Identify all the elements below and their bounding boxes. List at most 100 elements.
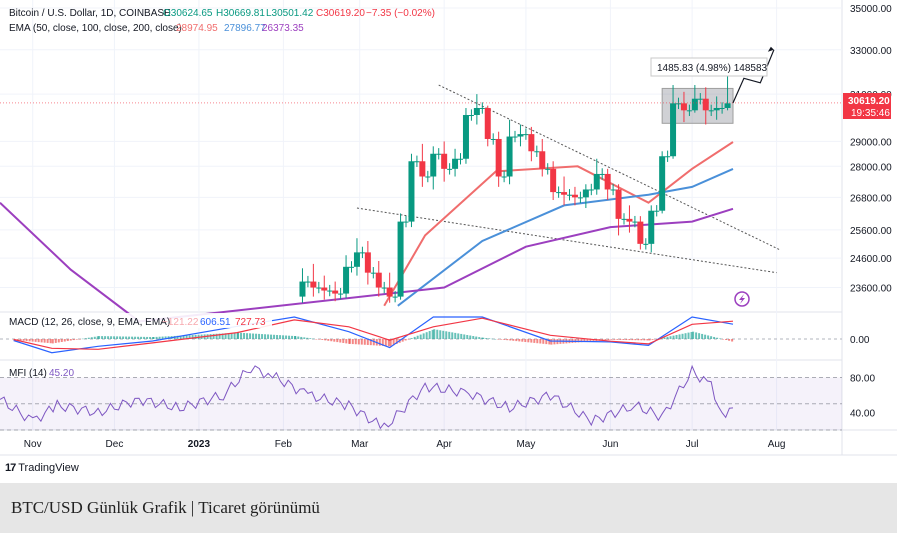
macd-histogram-bar [395, 339, 398, 344]
candle-body [414, 161, 420, 163]
macd-histogram-bar [654, 339, 657, 340]
candle [724, 76, 731, 111]
time-axis: Nov Dec 2023 Feb Mar Apr May Jun Jul Aug [24, 439, 786, 450]
candle-body [713, 107, 720, 111]
candle [501, 170, 507, 183]
macd-histogram-bar [321, 339, 324, 340]
candle [403, 215, 409, 228]
macd-histogram-bar [643, 339, 646, 341]
candle [447, 163, 453, 175]
indicator-icon[interactable] [734, 291, 750, 307]
macd-histogram-bar [378, 339, 381, 346]
candle-body [392, 296, 398, 298]
macd-histogram-bar [548, 339, 551, 345]
price-tick-label: 26800.00 [850, 193, 892, 204]
macd-histogram-bar [342, 339, 345, 343]
macd-histogram-bar [261, 334, 264, 339]
macd-histogram-bar [690, 331, 693, 339]
candle-body [332, 290, 339, 294]
candle [577, 191, 583, 204]
macd-histogram-bar [481, 337, 484, 339]
candle-body [582, 189, 589, 198]
candle [593, 158, 600, 195]
candle [392, 290, 398, 303]
macd-histogram-bar [143, 336, 146, 339]
candle [571, 186, 578, 206]
macd-histogram-bar [460, 333, 463, 339]
macd-histogram-bar [716, 337, 719, 339]
macd-histogram-bar [40, 339, 43, 343]
price-tick-label: 25600.00 [850, 226, 892, 237]
ema200-value: 26373.35 [262, 23, 304, 34]
macd-histogram-bar [224, 333, 227, 339]
macd-histogram-bar [240, 332, 243, 339]
time-tick-label: May [516, 439, 535, 450]
macd-histogram-bar [401, 339, 404, 342]
macd-histogram-bar [407, 339, 410, 340]
macd-histogram-bar [116, 336, 119, 339]
macd-histogram-bar [179, 335, 182, 339]
macd-histogram-bar [725, 339, 728, 340]
candle [523, 128, 529, 140]
macd-histogram-bar [404, 339, 407, 341]
candle [708, 104, 714, 117]
candle-body [512, 136, 518, 138]
macd-histogram-bar [37, 339, 40, 343]
time-tick-label: Apr [436, 439, 452, 450]
candle-body [458, 158, 464, 160]
candle-body [676, 103, 682, 105]
candle-body [353, 252, 360, 267]
candle-body [403, 221, 409, 223]
macd-histogram-bar [542, 339, 545, 344]
candle-body [506, 136, 513, 177]
macd-histogram-bar [669, 336, 672, 339]
macd-histogram-bar [218, 333, 221, 339]
candle-body [338, 293, 344, 295]
time-tick-label: Mar [351, 439, 369, 450]
macd-histogram-bar [651, 339, 654, 340]
mfi-legend-label: MFI (14) [9, 368, 47, 379]
candle [512, 130, 518, 143]
macd-histogram-bar [51, 339, 54, 344]
candle [599, 168, 605, 180]
macd-histogram-bar [191, 335, 194, 339]
candle [545, 163, 551, 175]
ohlc-low: L30501.42 [266, 8, 314, 19]
macd-histogram-bar [215, 333, 218, 339]
macd-histogram-bar [333, 339, 336, 342]
macd-histogram-bar [722, 339, 725, 340]
macd-histogram-bar [719, 338, 722, 339]
macd-histogram-bar [428, 331, 431, 339]
candle-body [654, 210, 660, 212]
candle-body [436, 153, 442, 155]
mfi-value: 45.20 [49, 368, 74, 379]
candle [414, 155, 420, 167]
macd-histogram-bar [728, 339, 731, 341]
macd-histogram-bar [336, 339, 339, 343]
candle [338, 287, 344, 300]
candle [484, 105, 491, 147]
macd-histogram-bar [34, 339, 37, 342]
tradingview-logo[interactable]: 17 TradingView [5, 462, 79, 474]
macd-histogram-bar [604, 339, 607, 341]
macd-histogram-bar [482, 337, 485, 339]
caption-text: BTC/USD Günlük Grafik | Ticaret görünümü [11, 498, 320, 517]
candle-body [375, 272, 382, 288]
macd-histogram-bar [536, 339, 539, 344]
candle [458, 153, 464, 165]
macd-histogram-bar [66, 339, 69, 342]
macd-histogram-bar [610, 339, 613, 340]
time-tick-label: Nov [24, 439, 42, 450]
macd-histogram-bar [221, 333, 224, 339]
macd-histogram-bar [119, 336, 122, 339]
ohlc-change: −7.35 (−0.02%) [366, 8, 435, 19]
candle [310, 263, 317, 297]
candle-body [593, 173, 600, 190]
macd-histogram-bar [422, 333, 425, 339]
candle [643, 238, 649, 250]
macd-histogram-bar [613, 339, 616, 340]
candle-body [370, 272, 376, 274]
last-price-countdown: 19:35:46 [851, 108, 890, 119]
